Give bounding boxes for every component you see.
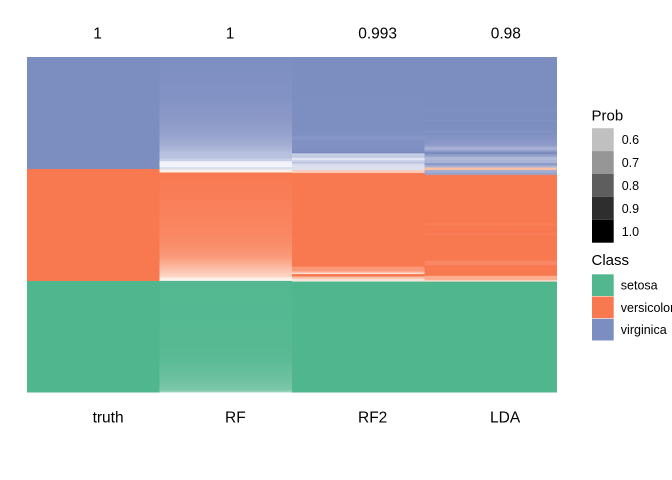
svg-text:0.993: 0.993 <box>358 26 397 43</box>
svg-text:LDA: LDA <box>490 410 521 427</box>
svg-text:setosa: setosa <box>621 279 658 293</box>
svg-text:1.0: 1.0 <box>622 225 639 239</box>
svg-text:RF2: RF2 <box>358 410 387 427</box>
svg-text:RF: RF <box>225 410 246 427</box>
svg-text:0.8: 0.8 <box>622 179 639 193</box>
svg-text:1: 1 <box>226 26 235 43</box>
svg-text:0.9: 0.9 <box>622 202 639 216</box>
svg-text:versicolor: versicolor <box>621 301 672 315</box>
svg-text:Class: Class <box>592 252 630 269</box>
svg-text:1: 1 <box>93 26 102 43</box>
svg-text:truth: truth <box>93 410 124 427</box>
svg-text:0.7: 0.7 <box>622 156 639 170</box>
svg-text:0.98: 0.98 <box>491 26 521 43</box>
svg-text:virginica: virginica <box>621 323 667 337</box>
svg-text:0.6: 0.6 <box>622 133 639 147</box>
svg-text:Prob: Prob <box>592 107 624 124</box>
